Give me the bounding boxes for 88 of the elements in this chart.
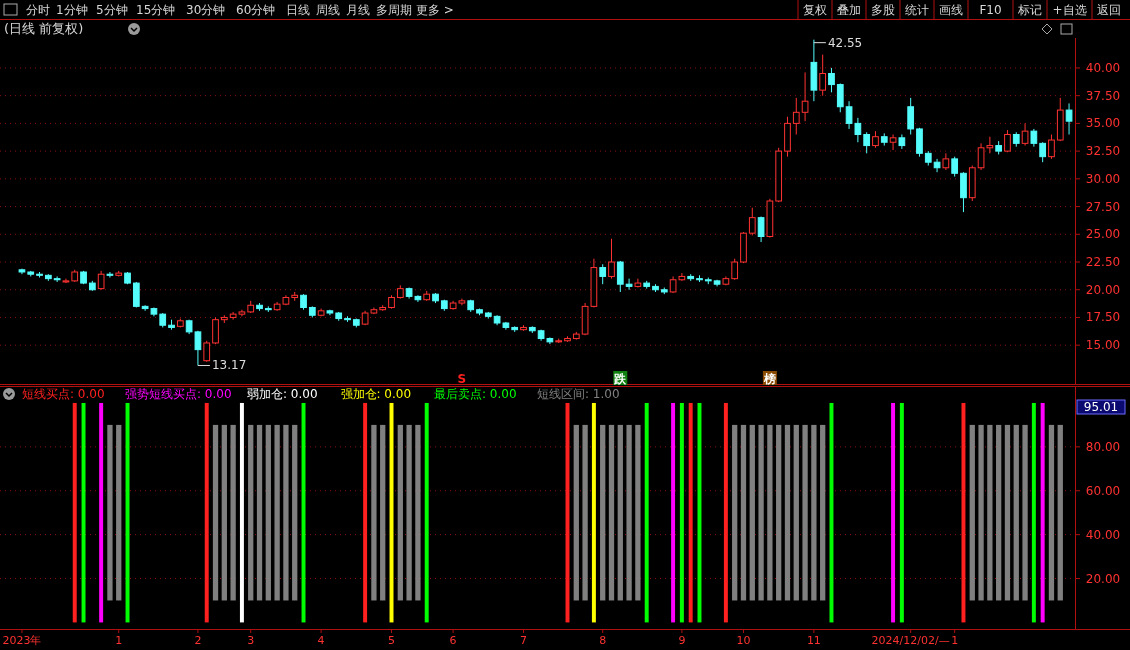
- text: 60分钟: [236, 3, 276, 17]
- text: 周线: [316, 3, 340, 17]
- candlestick: [1065, 102, 1073, 135]
- text: 日线: [286, 3, 310, 17]
- series-label: 强加仓: 0.00: [340, 387, 412, 401]
- text: F10: [979, 3, 1002, 17]
- text: 统计: [905, 3, 929, 17]
- x-tick-label: 10: [736, 634, 751, 647]
- text: 15分钟: [136, 3, 176, 17]
- text: 1分钟: [56, 3, 88, 17]
- text: 多周期: [376, 3, 412, 17]
- annotation: 42.55: [827, 35, 863, 50]
- y-tick-label: 22.50: [1085, 255, 1121, 270]
- candlestick: [1039, 141, 1047, 163]
- text: 标记: [1017, 3, 1042, 17]
- candlestick: [1048, 133, 1055, 160]
- text: 叠加: [837, 3, 861, 17]
- chart-title: (日线 前复权): [4, 21, 84, 36]
- x-tick-label: 1: [115, 634, 123, 647]
- x-tick-label: 7: [520, 634, 527, 647]
- candlestick: [863, 131, 871, 154]
- x-tick-label: 9: [678, 634, 686, 647]
- candlestick: [625, 278, 633, 291]
- y-tick-label: 17.50: [1085, 310, 1121, 325]
- series-label: 弱加仓: 0.00: [247, 387, 318, 401]
- candlestick: [608, 238, 615, 280]
- x-tick-label: 2024/12/02/—: [871, 634, 950, 647]
- text: 5分钟: [96, 3, 128, 17]
- candlestick: [1021, 122, 1029, 147]
- candlestick: [748, 207, 756, 236]
- candlestick: [819, 54, 827, 97]
- y-tick-label: 20.00: [1085, 282, 1121, 297]
- annotation: 榜: [762, 372, 776, 386]
- candlestick: [599, 263, 607, 285]
- y-tick-label: 30.00: [1085, 171, 1121, 186]
- candlestick: [106, 271, 114, 279]
- y-tick-label: 40.00: [1085, 60, 1121, 75]
- y-tick-label: 25.00: [1085, 227, 1121, 242]
- x-tick-label: 3: [247, 634, 255, 647]
- candlestick: [933, 158, 941, 173]
- text: 画线: [939, 3, 963, 17]
- x-tick-label: 4: [317, 634, 325, 647]
- candlestick: [801, 71, 809, 122]
- annotation: S: [457, 372, 467, 386]
- x-tick-label: 5: [388, 634, 396, 647]
- y-tick-label: 27.50: [1085, 199, 1121, 214]
- candlestick: [792, 97, 800, 135]
- candlestick: [203, 340, 211, 363]
- candlestick: [836, 82, 844, 113]
- candlestick: [731, 258, 739, 281]
- annotation: 跌: [613, 372, 628, 386]
- x-tick-label: 11: [806, 634, 821, 647]
- candlestick: [907, 97, 915, 135]
- text: +自选: [1052, 3, 1087, 17]
- text: 返回: [1097, 3, 1121, 17]
- text: 月线: [346, 3, 370, 17]
- y-tick-label: 15.00: [1085, 338, 1121, 353]
- y-tick-label: 32.50: [1085, 144, 1121, 159]
- y-tick-label: 60.00: [1085, 483, 1121, 498]
- y-tick-label: 80.00: [1085, 439, 1121, 454]
- text: 更多 >: [416, 3, 454, 17]
- text: 复权: [803, 3, 827, 17]
- text: 多股: [871, 3, 895, 17]
- candlestick: [616, 260, 624, 293]
- y-tick-label: 37.50: [1085, 88, 1121, 103]
- y-tick-label: 35.00: [1085, 116, 1121, 131]
- text: 分时: [26, 3, 50, 17]
- candlestick: [889, 133, 897, 151]
- candlestick: [53, 275, 61, 283]
- candlestick: [951, 156, 959, 178]
- candlestick: [97, 270, 105, 291]
- series-label: 短线买点: 0.00: [22, 387, 105, 401]
- y-tick-label: 40.00: [1085, 527, 1121, 542]
- series-label: 短线区间: 1.00: [537, 387, 620, 401]
- candlestick: [212, 316, 219, 345]
- text: 30分钟: [186, 3, 226, 17]
- candlestick: [757, 216, 765, 243]
- series-label: 强势短线买点: 0.00: [125, 387, 232, 401]
- text: 95.01: [1083, 400, 1119, 414]
- x-tick-label: 6: [449, 634, 457, 647]
- x-tick-label: 2023年: [2, 634, 42, 647]
- annotation: 13.17: [211, 358, 247, 373]
- y-tick-label: 20.00: [1085, 571, 1121, 586]
- series-label: 最后卖点: 0.00: [434, 387, 517, 401]
- x-tick-label: 8: [599, 634, 607, 647]
- x-tick-label: 1: [951, 634, 959, 647]
- candlestick: [828, 67, 835, 93]
- x-tick-label: 2: [194, 634, 202, 647]
